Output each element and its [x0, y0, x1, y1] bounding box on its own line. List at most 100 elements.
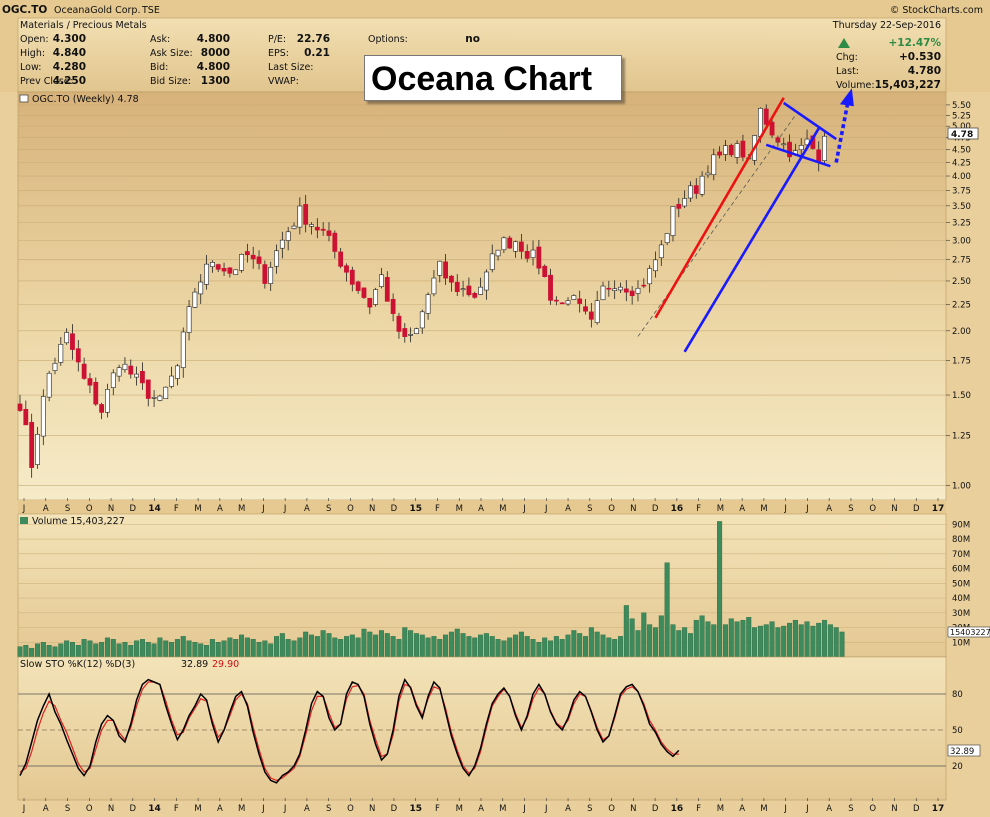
stochastic-gridlines	[18, 693, 946, 767]
price-tick-label: 1.00	[952, 482, 971, 492]
x-month-label: S	[326, 804, 331, 814]
volume-bar	[513, 634, 519, 658]
volume-bar	[431, 636, 437, 658]
volume-bar	[250, 639, 256, 658]
volume-bar	[553, 636, 559, 658]
candle-body	[623, 288, 629, 293]
candle-body	[682, 198, 688, 207]
volume-bar	[524, 636, 530, 658]
volume-bar	[827, 624, 833, 658]
volume-bar	[728, 618, 734, 658]
volume-bar	[664, 562, 670, 658]
regression-line	[637, 115, 796, 337]
stochastic-lines	[19, 677, 680, 784]
candle-body	[309, 224, 314, 227]
volume-bar	[332, 637, 338, 658]
candle-body	[23, 408, 29, 426]
x-month-label: J	[283, 804, 287, 814]
candle-body	[460, 288, 466, 291]
x-month-label: J	[261, 504, 265, 514]
volume-bar	[571, 630, 577, 658]
volume-bar	[338, 639, 344, 658]
candle-body	[501, 237, 507, 251]
candle-body	[600, 285, 606, 301]
volume-bar	[740, 619, 746, 658]
volume-bar	[303, 631, 309, 658]
candle-body	[355, 281, 361, 291]
x-month-label: M	[456, 504, 463, 514]
quote-label: P/E:	[268, 34, 286, 45]
volume-bar	[314, 636, 320, 658]
stochastic-last-value: 32.89	[950, 747, 974, 757]
candle-body	[425, 294, 431, 314]
volume-bar	[623, 605, 629, 658]
x-month-label: A	[826, 804, 832, 814]
volume-bar	[769, 621, 775, 658]
volume-bar	[518, 631, 524, 658]
candle-body	[664, 233, 670, 244]
candle-body	[81, 363, 87, 379]
volume-bar	[501, 640, 507, 658]
x-month-label: A	[478, 504, 484, 514]
volume-bar	[489, 636, 495, 658]
price-tick-label: 3.25	[952, 218, 971, 228]
x-month-label: M	[456, 804, 463, 814]
volume-bar	[425, 637, 431, 658]
volume-bar	[139, 639, 145, 658]
volume-bar	[64, 640, 70, 658]
candle-body	[536, 246, 542, 269]
candle-body	[75, 348, 81, 363]
quote-value: 4.280	[53, 61, 86, 73]
volume-bar	[443, 634, 449, 658]
candle-body	[209, 262, 215, 268]
volume-tick-label: 70M	[952, 550, 970, 560]
x-month-label: M	[194, 504, 201, 514]
quote-value: 4.800	[197, 33, 230, 45]
x-month-label: M	[194, 804, 201, 814]
volume-bar	[34, 643, 40, 658]
company-name: OceanaGold Corp.	[54, 5, 140, 16]
candle-body	[175, 365, 180, 379]
x-month-label: J	[22, 504, 26, 514]
quote-label: Open:	[20, 34, 49, 45]
stochastic-k-value: 32.89	[181, 659, 208, 670]
x-month-label: N	[630, 804, 636, 814]
volume-bar	[606, 637, 612, 658]
candle-body	[297, 205, 303, 228]
summary-value: 4.780	[908, 65, 941, 77]
volume-bar	[349, 634, 355, 658]
price-tick-label: 2.25	[952, 300, 971, 310]
quote-label: High:	[20, 48, 45, 59]
volume-bar	[530, 639, 536, 658]
volume-bar	[122, 642, 128, 658]
x-month-label: M	[717, 804, 724, 814]
price-tick-label: 1.50	[952, 391, 971, 401]
candle-body	[472, 292, 478, 298]
summary-value: 15,403,227	[875, 79, 941, 91]
x-month-label: M	[717, 504, 724, 514]
volume-tick-label: 80M	[952, 535, 970, 545]
quote-label: Ask:	[150, 34, 170, 45]
quote-label: Last Size:	[268, 62, 314, 73]
volume-bar	[309, 634, 315, 658]
price-panel-title: OGC.TO (Weekly) 4.78	[32, 94, 139, 105]
candle-body	[361, 287, 367, 298]
candle-body	[571, 295, 577, 300]
volume-bar	[151, 643, 157, 658]
x-month-label: S	[848, 804, 853, 814]
volume-tick-label: 50M	[952, 579, 970, 589]
candle-body	[332, 232, 338, 252]
candle-body	[221, 267, 227, 272]
candle-body	[740, 140, 746, 158]
candle-body	[763, 108, 769, 125]
volume-bar	[361, 628, 367, 658]
x-month-label: F	[435, 504, 440, 514]
candle-body	[583, 306, 588, 312]
candle-body	[367, 297, 373, 308]
x-month-label: A	[565, 804, 571, 814]
x-month-label: D	[130, 504, 137, 514]
candle-body	[402, 328, 408, 337]
volume-bar	[326, 633, 332, 658]
candle-body	[244, 251, 250, 256]
volume-bar	[99, 642, 105, 658]
